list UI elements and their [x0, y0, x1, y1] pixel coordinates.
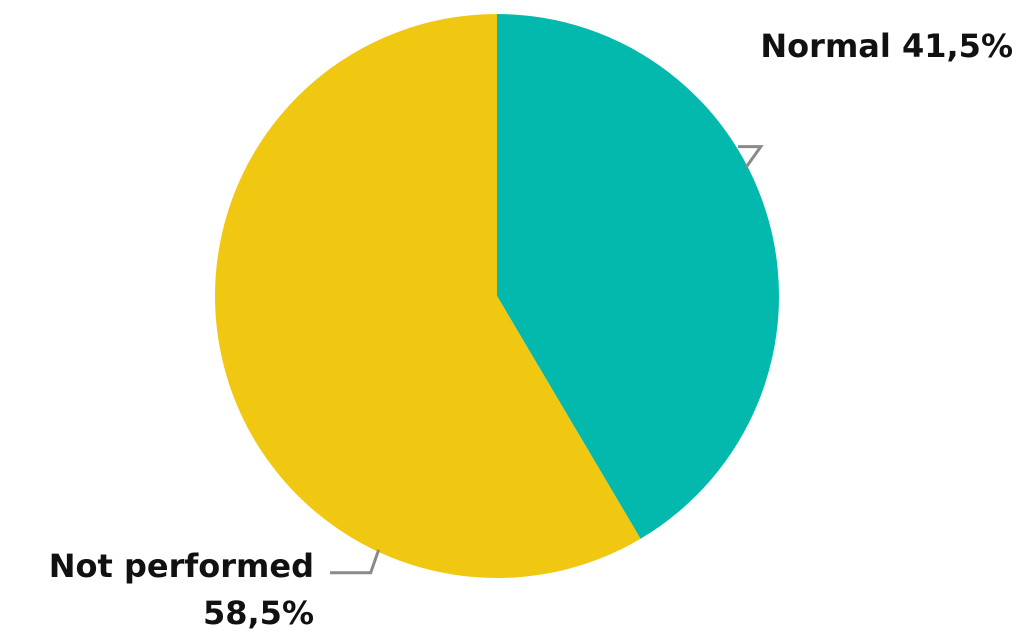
leader-line-not-performed [330, 549, 381, 575]
slice-label-normal: Normal 41,5% [760, 27, 1013, 65]
slice-label-not-performed-name: Not performed [49, 547, 314, 585]
pie-slices [214, 14, 779, 578]
pie-slice-not-performed [214, 14, 641, 578]
slice-label-not-performed-value: 58,5% [203, 594, 314, 632]
pie-slice-normal [497, 14, 779, 539]
leader-line-normal [738, 145, 764, 169]
